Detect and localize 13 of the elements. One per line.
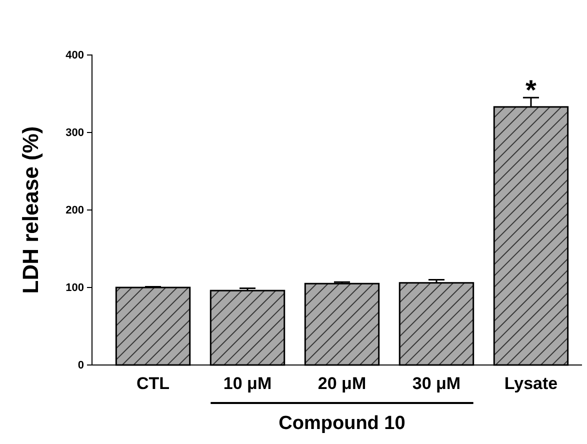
x-tick-label: 20 μM bbox=[318, 374, 366, 394]
y-tick-label: 200 bbox=[66, 204, 84, 217]
y-tick-label: 100 bbox=[66, 282, 84, 294]
x-tick-label: 30 μM bbox=[412, 374, 461, 394]
x-tick-label: 10 μM bbox=[223, 374, 272, 394]
annotation: * bbox=[526, 74, 537, 106]
text: Compound 10 bbox=[278, 413, 406, 434]
y-tick-label: 300 bbox=[66, 127, 84, 140]
y-tick-label: 0 bbox=[78, 360, 84, 372]
y-axis-title: LDH release (%) bbox=[18, 126, 43, 294]
x-tick-label: Lysate bbox=[504, 374, 558, 394]
y-tick-label: 400 bbox=[66, 50, 84, 62]
x-tick-label: CTL bbox=[136, 374, 170, 394]
